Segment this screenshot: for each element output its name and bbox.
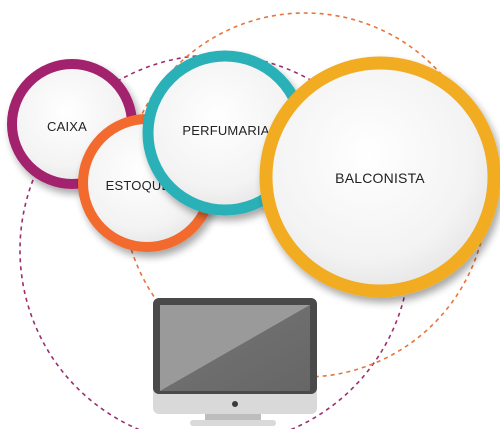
monitor-camera-dot xyxy=(232,401,238,407)
node-balconista-label: BALCONISTA xyxy=(335,170,425,186)
node-balconista: BALCONISTA xyxy=(259,56,500,298)
node-caixa-label: CAIXA xyxy=(47,119,87,134)
monitor-icon xyxy=(153,298,317,426)
node-estoque-label: ESTOQUE xyxy=(106,178,171,193)
monitor-screen xyxy=(160,305,310,391)
node-perfumaria-label: PERFUMARIA xyxy=(182,123,269,138)
